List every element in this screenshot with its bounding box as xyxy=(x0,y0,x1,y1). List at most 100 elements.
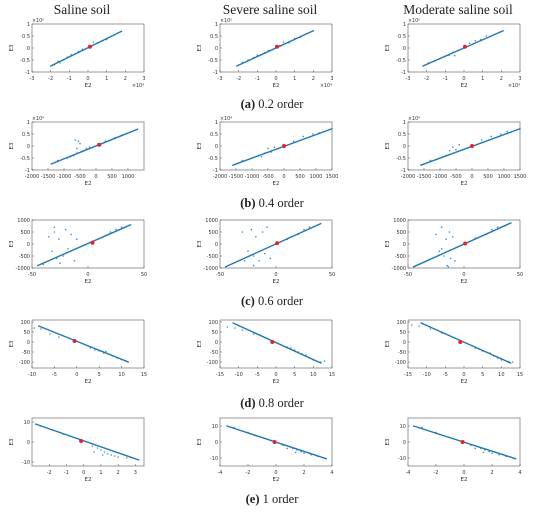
x-tick-label: -1500 xyxy=(229,174,244,180)
y-axis-label: E3 xyxy=(197,142,203,149)
y-tick-label: 0.5 xyxy=(210,132,218,138)
data-point xyxy=(506,130,509,133)
data-point xyxy=(292,140,295,142)
y-tick-label: -0.5 xyxy=(20,156,30,162)
data-point xyxy=(445,238,447,240)
data-point xyxy=(255,236,257,238)
y-tick-label: 50 xyxy=(400,330,406,336)
data-point xyxy=(93,349,96,351)
data-point xyxy=(109,231,112,233)
y-tick-label: 0 xyxy=(403,242,406,248)
y-exponent-label: ×10⁵ xyxy=(32,18,44,24)
y-tick-label: -100 xyxy=(19,360,30,366)
x-axis-label: E2 xyxy=(461,83,468,89)
fit-line xyxy=(224,222,322,268)
x-tick-label: 0 xyxy=(282,174,285,180)
subplot-b1: -2000 -1500 -1000 -500 0 500 1000 -1 -0.5 0 0.5 1 E2… xyxy=(9,116,145,187)
data-point xyxy=(70,233,72,236)
x-tick-label: 3 xyxy=(518,76,521,82)
data-point xyxy=(488,450,491,453)
fit-line xyxy=(420,322,512,364)
y-tick-label: -100 xyxy=(395,360,406,366)
data-point xyxy=(101,454,104,456)
fit-line xyxy=(232,322,322,364)
data-point xyxy=(252,264,255,267)
x-tick-label: 1 xyxy=(99,470,102,476)
x-tick-label: 3 xyxy=(142,76,145,82)
x-axis-label: E2 xyxy=(461,477,468,483)
y-tick-label: 500 xyxy=(396,230,406,236)
subplot-a2: -3 -2 -1 0 1 2 3 -1 -0.5 0 0.5 1 E2 E3 ×10⁵ ×10⁴ xyxy=(197,18,334,89)
x-axis-label: E2 xyxy=(461,279,468,285)
y-tick-label: 50 xyxy=(212,330,218,336)
center-point xyxy=(270,340,275,344)
data-point xyxy=(260,156,263,158)
x-axis-label: E2 xyxy=(273,83,280,89)
center-point xyxy=(462,44,467,49)
caption-letter: (c) xyxy=(240,294,255,308)
data-point xyxy=(85,147,88,150)
x-tick-label: 2 xyxy=(490,470,493,476)
data-point xyxy=(429,328,432,330)
data-point xyxy=(482,451,485,454)
x-tick-label: -1500 xyxy=(417,174,432,180)
data-point xyxy=(103,451,106,453)
x-tick-label: -2 xyxy=(48,76,53,82)
y-tick-label: 0 xyxy=(215,242,218,248)
x-tick-label: -1000 xyxy=(245,174,260,180)
data-point xyxy=(73,260,76,262)
y-axis-label: E3 xyxy=(9,44,15,51)
caption-letter: (b) xyxy=(240,196,256,210)
x-tick-label: -15 xyxy=(216,372,224,378)
data-point xyxy=(303,452,305,455)
data-point xyxy=(117,456,119,458)
y-tick-label: -0.5 xyxy=(20,58,30,64)
y-axis-label: E3 xyxy=(197,240,203,247)
x-tick-label: 500 xyxy=(483,174,493,180)
data-point xyxy=(474,447,477,450)
data-point xyxy=(62,255,65,257)
y-tick-label: 0 xyxy=(215,440,218,446)
x-tick-label: -1 xyxy=(67,76,72,82)
data-point xyxy=(448,231,451,233)
x-tick-label: -50 xyxy=(28,272,36,278)
y-tick-label: -10 xyxy=(398,456,406,462)
data-point xyxy=(113,455,116,457)
data-point xyxy=(33,327,36,329)
data-point xyxy=(76,238,78,240)
y-tick-label: -0.5 xyxy=(208,58,218,64)
x-tick-label: 15 xyxy=(517,372,523,378)
y-tick-label: 0.5 xyxy=(398,34,406,40)
y-tick-label: -1000 xyxy=(203,266,218,272)
x-tick-label: -2000 xyxy=(213,174,228,180)
data-point xyxy=(247,250,249,252)
plot-frame xyxy=(31,121,145,171)
y-axis-label: E3 xyxy=(385,340,391,347)
caption-row-c: (c) 0.6 order xyxy=(241,294,303,309)
x-tick-label: -4 xyxy=(218,470,223,476)
y-tick-label: -500 xyxy=(207,254,218,260)
x-tick-label: 10 xyxy=(310,372,316,378)
x-tick-label: -2 xyxy=(424,76,429,82)
subplot-e2: -4 -2 0 2 4 -10 0 10 E2 E3 xyxy=(197,417,334,483)
x-tick-label: -2 xyxy=(236,76,241,82)
x-axis-label: E2 xyxy=(85,181,92,187)
data-point xyxy=(40,328,42,330)
x-tick-label: 50 xyxy=(141,272,147,278)
y-exponent-label: ×10⁴ xyxy=(408,116,420,122)
y-tick-label: 10 xyxy=(24,420,30,426)
x-tick-label: -1500 xyxy=(41,174,56,180)
data-point xyxy=(76,147,78,150)
y-tick-label: 100 xyxy=(208,320,218,326)
data-point xyxy=(455,148,457,151)
y-tick-label: 1000 xyxy=(393,218,406,224)
x-tick-label: -10 xyxy=(28,372,36,378)
data-point xyxy=(77,140,80,142)
data-point xyxy=(53,226,56,228)
x-axis-label: E2 xyxy=(273,181,280,187)
y-tick-label: 100 xyxy=(396,320,406,326)
y-tick-label: 1 xyxy=(403,22,406,28)
y-tick-label: -1 xyxy=(25,168,30,174)
x-tick-label: 0 xyxy=(470,174,473,180)
data-point xyxy=(468,42,471,44)
